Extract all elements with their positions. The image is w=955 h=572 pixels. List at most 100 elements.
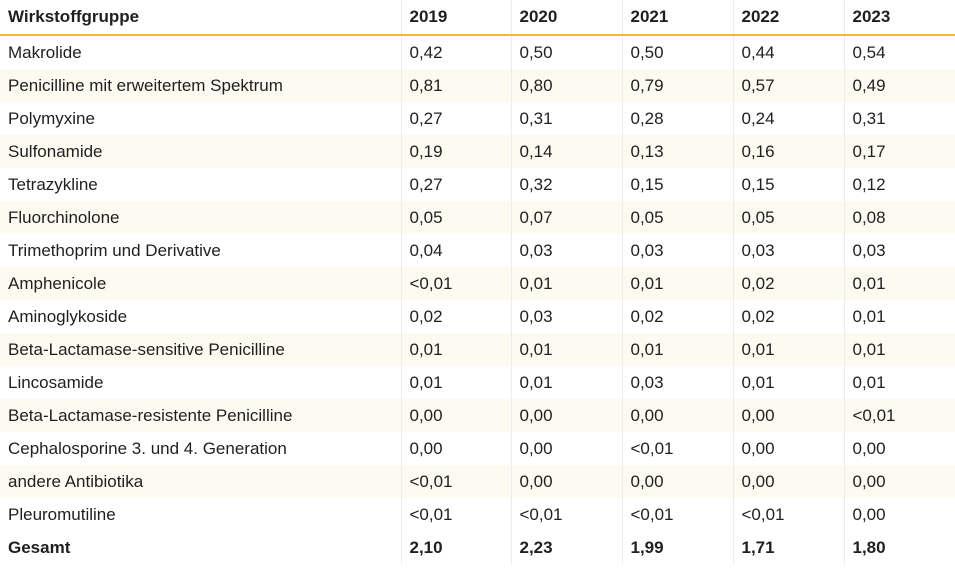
row-label: Makrolide — [8, 42, 82, 62]
row-label: Sulfonamide — [0, 135, 401, 168]
table-row: Trimethoprim und Derivative 0,04 0,03 0,03 0… — [0, 234, 955, 267]
table-row: Beta-Lactamase-resistente Penicilline 0,0… — [0, 399, 955, 432]
table-cell: 0,49 — [843, 69, 955, 102]
row-label: Lincosamide — [8, 372, 104, 392]
row-label: Fluorchinolone — [0, 201, 401, 234]
table-cell: 0,01 — [621, 333, 733, 366]
table-cell: 0,27 — [400, 168, 511, 201]
table-row: Polymyxine 0,27 0,31 0,28 0,24 0,31 — [0, 102, 955, 135]
table-cell: 0,03 — [732, 234, 844, 267]
table-cell: 0,05 — [732, 201, 844, 234]
row-label: andere Antibiotika — [0, 465, 401, 498]
row-label: Gesamt — [0, 531, 401, 564]
row-label: Trimethoprim und Derivative — [8, 240, 221, 260]
table-cell: 0,02 — [732, 267, 844, 300]
table-cell: 0,01 — [510, 267, 622, 300]
table-cell: 0,27 — [400, 102, 511, 135]
table-cell: 0,00 — [621, 399, 733, 432]
table-row: Sulfonamide 0,19 0,14 0,13 0,16 0,17 — [0, 135, 955, 168]
table-cell: 0,02 — [732, 300, 844, 333]
table-cell: <0,01 — [400, 267, 511, 300]
table-cell: 0,00 — [732, 399, 844, 432]
table-cell: <0,01 — [510, 498, 622, 531]
table-cell: 1,71 — [732, 531, 844, 564]
table-cell: 0,01 — [843, 366, 955, 399]
table-cell: 0,01 — [400, 366, 511, 399]
table-cell: 0,80 — [510, 69, 622, 102]
table-cell: 0,15 — [732, 168, 844, 201]
table-cell: 0,02 — [621, 300, 733, 333]
table-cell: 0,01 — [510, 366, 622, 399]
table-cell: 0,81 — [400, 69, 511, 102]
table-cell: 0,19 — [400, 135, 511, 168]
column-header: 2022 — [732, 0, 844, 36]
row-label: Beta-Lactamase-resistente Penicilline — [0, 399, 401, 432]
column-header: 2019 — [400, 0, 511, 36]
table-cell: 0,00 — [400, 399, 511, 432]
table-row: Beta-Lactamase-sensitive Penicilline 0,01… — [0, 333, 955, 366]
table-cell: 0,01 — [843, 300, 955, 333]
row-label: Pleuromutiline — [8, 504, 116, 524]
table-row: Aminoglykoside 0,02 0,03 0,02 0,02 0,01 — [0, 300, 955, 333]
row-label: Beta-Lactamase-sensitive Penicilline — [0, 333, 401, 366]
table-cell: 0,50 — [621, 35, 733, 69]
row-label: Amphenicole — [0, 267, 401, 300]
table-cell: 0,00 — [843, 432, 955, 465]
table-cell: 0,44 — [732, 35, 844, 69]
table-cell: 0,01 — [400, 333, 511, 366]
table-cell: <0,01 — [621, 432, 733, 465]
table-cell: <0,01 — [843, 399, 955, 432]
column-header: 2023 — [843, 0, 955, 36]
table-row: Amphenicole <0,01 0,01 0,01 0,02 0,01 — [0, 267, 955, 300]
table-cell: 0,00 — [732, 432, 844, 465]
table-cell: 0,05 — [621, 201, 733, 234]
table-cell: 0,01 — [732, 366, 844, 399]
row-label: Aminoglykoside — [8, 306, 128, 326]
table-cell: 0,13 — [621, 135, 733, 168]
table-cell: 0,24 — [732, 102, 844, 135]
table-cell: 1,99 — [621, 531, 733, 564]
table-cell: <0,01 — [621, 498, 733, 531]
table-row: Penicilline mit erweitertem Spektrum 0,81… — [0, 69, 955, 102]
table-cell: 0,07 — [510, 201, 622, 234]
table-cell: 0,00 — [510, 432, 622, 465]
table-row: Fluorchinolone 0,05 0,07 0,05 0,05 0,08 — [0, 201, 955, 234]
table-cell: 0,00 — [510, 465, 622, 498]
column-header: Wirkstoffgruppe — [0, 0, 401, 36]
table-cell: 0,00 — [510, 399, 622, 432]
table-row: Makrolide 0,42 0,50 0,50 0,44 0,54 — [0, 35, 955, 69]
table-cell: 0,03 — [621, 234, 733, 267]
row-label: Penicilline mit erweitertem Spektrum — [0, 69, 401, 102]
table-cell: 0,01 — [843, 333, 955, 366]
table-cell: 0,02 — [400, 300, 511, 333]
table-cell: 0,32 — [510, 168, 622, 201]
table-row: Lincosamide 0,01 0,01 0,03 0,01 0,01 — [0, 366, 955, 399]
table-cell: 0,16 — [732, 135, 844, 168]
table-cell: 0,31 — [843, 102, 955, 135]
table-cell: 0,31 — [510, 102, 622, 135]
table-cell: 0,00 — [843, 498, 955, 531]
table-cell: 0,54 — [843, 35, 955, 69]
table-cell: 0,79 — [621, 69, 733, 102]
row-label: Tetrazykline — [8, 174, 98, 194]
table-cell: 0,03 — [621, 366, 733, 399]
table-cell: 0,57 — [732, 69, 844, 102]
table-cell: 0,12 — [843, 168, 955, 201]
table-cell: 0,00 — [621, 465, 733, 498]
row-label: Cephalosporine 3. und 4. Generation — [8, 438, 287, 458]
table-cell: <0,01 — [400, 498, 511, 531]
table-cell: 0,03 — [510, 300, 622, 333]
table-row: Pleuromutiline <0,01 <0,01 <0,01 <0,01 0,00 — [0, 498, 955, 531]
table-cell: 0,14 — [510, 135, 622, 168]
column-header: 2021 — [621, 0, 733, 36]
table-cell: 0,17 — [843, 135, 955, 168]
table-cell: 0,28 — [621, 102, 733, 135]
row-label: Polymyxine — [8, 108, 95, 128]
table-cell: 0,01 — [843, 267, 955, 300]
table-cell: 0,15 — [621, 168, 733, 201]
table-cell: <0,01 — [732, 498, 844, 531]
table-cell: 0,01 — [510, 333, 622, 366]
table-cell: 0,00 — [400, 432, 511, 465]
header-row: Wirkstoffgruppe 2019 2020 2021 2022 2023 — [0, 0, 955, 36]
